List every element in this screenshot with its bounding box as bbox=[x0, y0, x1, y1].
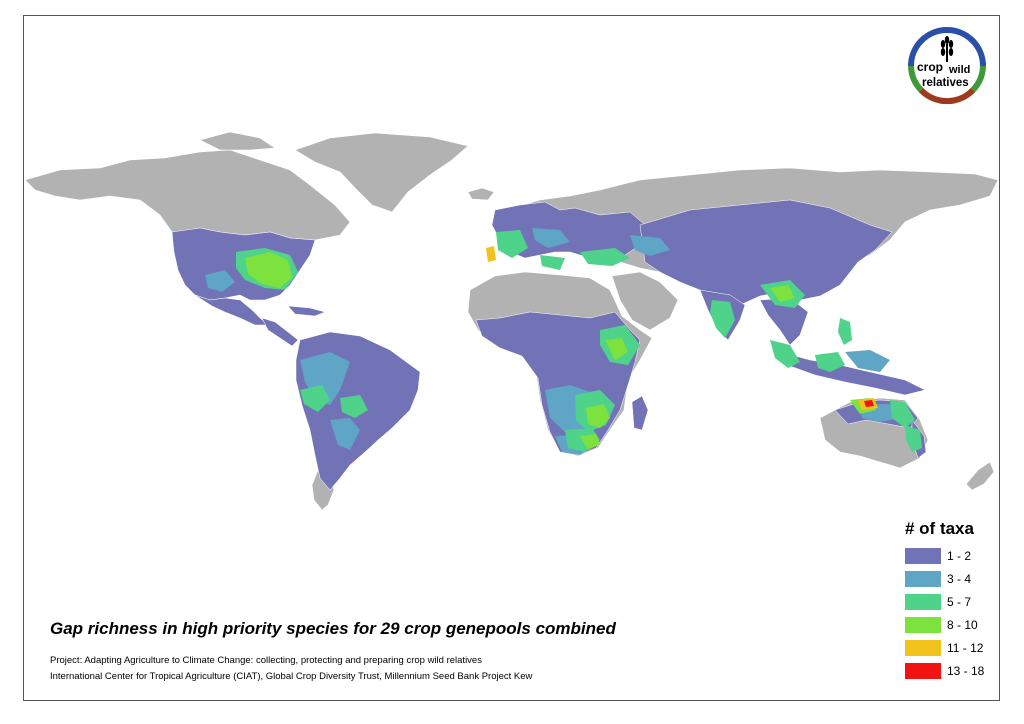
class-8-10 bbox=[245, 252, 876, 450]
project-credit: Project: Adapting Agriculture to Climate… bbox=[50, 655, 482, 666]
legend-item: 11 - 12 bbox=[905, 640, 1015, 658]
map-title: Gap richness in high priority species fo… bbox=[50, 619, 616, 638]
central-america bbox=[261, 317, 299, 347]
wheat-icon bbox=[940, 36, 954, 62]
arctic-islands bbox=[199, 131, 276, 151]
new-zealand bbox=[965, 461, 995, 491]
legend-label: 11 - 12 bbox=[947, 641, 984, 655]
legend-swatch bbox=[905, 594, 941, 610]
legend-label: 1 - 2 bbox=[947, 549, 972, 563]
logo-ring-left bbox=[908, 65, 924, 93]
logo-text-crop: crop bbox=[917, 60, 943, 74]
logo-ring-right bbox=[970, 65, 986, 93]
legend-label: 8 - 10 bbox=[947, 618, 978, 632]
legend-item: 5 - 7 bbox=[905, 594, 1015, 612]
institutions-credit: International Center for Tropical Agricu… bbox=[50, 671, 533, 682]
logo-ring-top bbox=[908, 27, 986, 67]
legend-label: 5 - 7 bbox=[947, 595, 972, 609]
crop-wild-relatives-logo: crop wild relatives bbox=[908, 27, 986, 105]
madagascar bbox=[631, 395, 649, 431]
caribbean bbox=[287, 305, 326, 317]
legend-swatch bbox=[905, 640, 941, 656]
legend-swatch bbox=[905, 617, 941, 633]
legend-title: # of taxa bbox=[905, 519, 974, 538]
class-13-18 bbox=[864, 400, 874, 407]
legend-label: 13 - 18 bbox=[947, 664, 985, 678]
logo-text-relatives: relatives bbox=[922, 77, 969, 89]
legend-swatch bbox=[905, 548, 941, 564]
legend-item: 3 - 4 bbox=[905, 571, 1015, 589]
logo-ring-bottom bbox=[918, 87, 976, 105]
asia-belt bbox=[639, 199, 893, 306]
legend-swatch bbox=[905, 663, 941, 679]
legend-item: 8 - 10 bbox=[905, 617, 1015, 635]
legend-label: 3 - 4 bbox=[947, 572, 972, 586]
map-frame bbox=[23, 15, 1000, 701]
iceland bbox=[467, 187, 495, 201]
greenland bbox=[294, 132, 469, 213]
legend-item: 13 - 18 bbox=[905, 663, 1015, 681]
legend-item: 1 - 2 bbox=[905, 548, 1015, 566]
north-america-north bbox=[24, 149, 351, 241]
legend-swatch bbox=[905, 571, 941, 587]
logo-text-wild: wild bbox=[948, 64, 970, 76]
arabia bbox=[611, 271, 679, 331]
